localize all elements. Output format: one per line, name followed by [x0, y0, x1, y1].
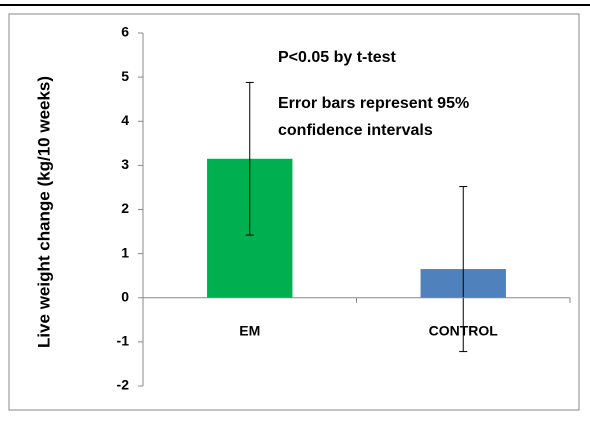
- y-axis-label: Live weight change (kg/10 weeks): [34, 76, 53, 348]
- error-bar: [459, 186, 468, 353]
- chart-frame: [8, 13, 580, 411]
- y-tick-label: 2: [121, 200, 129, 216]
- x-tick-label: EM: [239, 322, 260, 338]
- annotation: P<0.05 by t-test: [278, 49, 397, 66]
- y-tick-label: 1: [121, 244, 129, 260]
- error-bar: [245, 81, 254, 236]
- y-tick-label: 0: [121, 288, 129, 304]
- y-tick-label: 3: [121, 156, 129, 172]
- y-tick-label: -2: [117, 377, 130, 393]
- x-tick-label: CONTROL: [429, 322, 499, 338]
- y-tick-label: -1: [117, 333, 130, 349]
- y-tick-label: 4: [121, 112, 129, 128]
- y-tick-label: 5: [121, 68, 129, 84]
- annotation: confidence intervals: [278, 122, 433, 139]
- y-tick-label: 6: [121, 24, 129, 40]
- annotation: Error bars represent 95%: [278, 95, 469, 112]
